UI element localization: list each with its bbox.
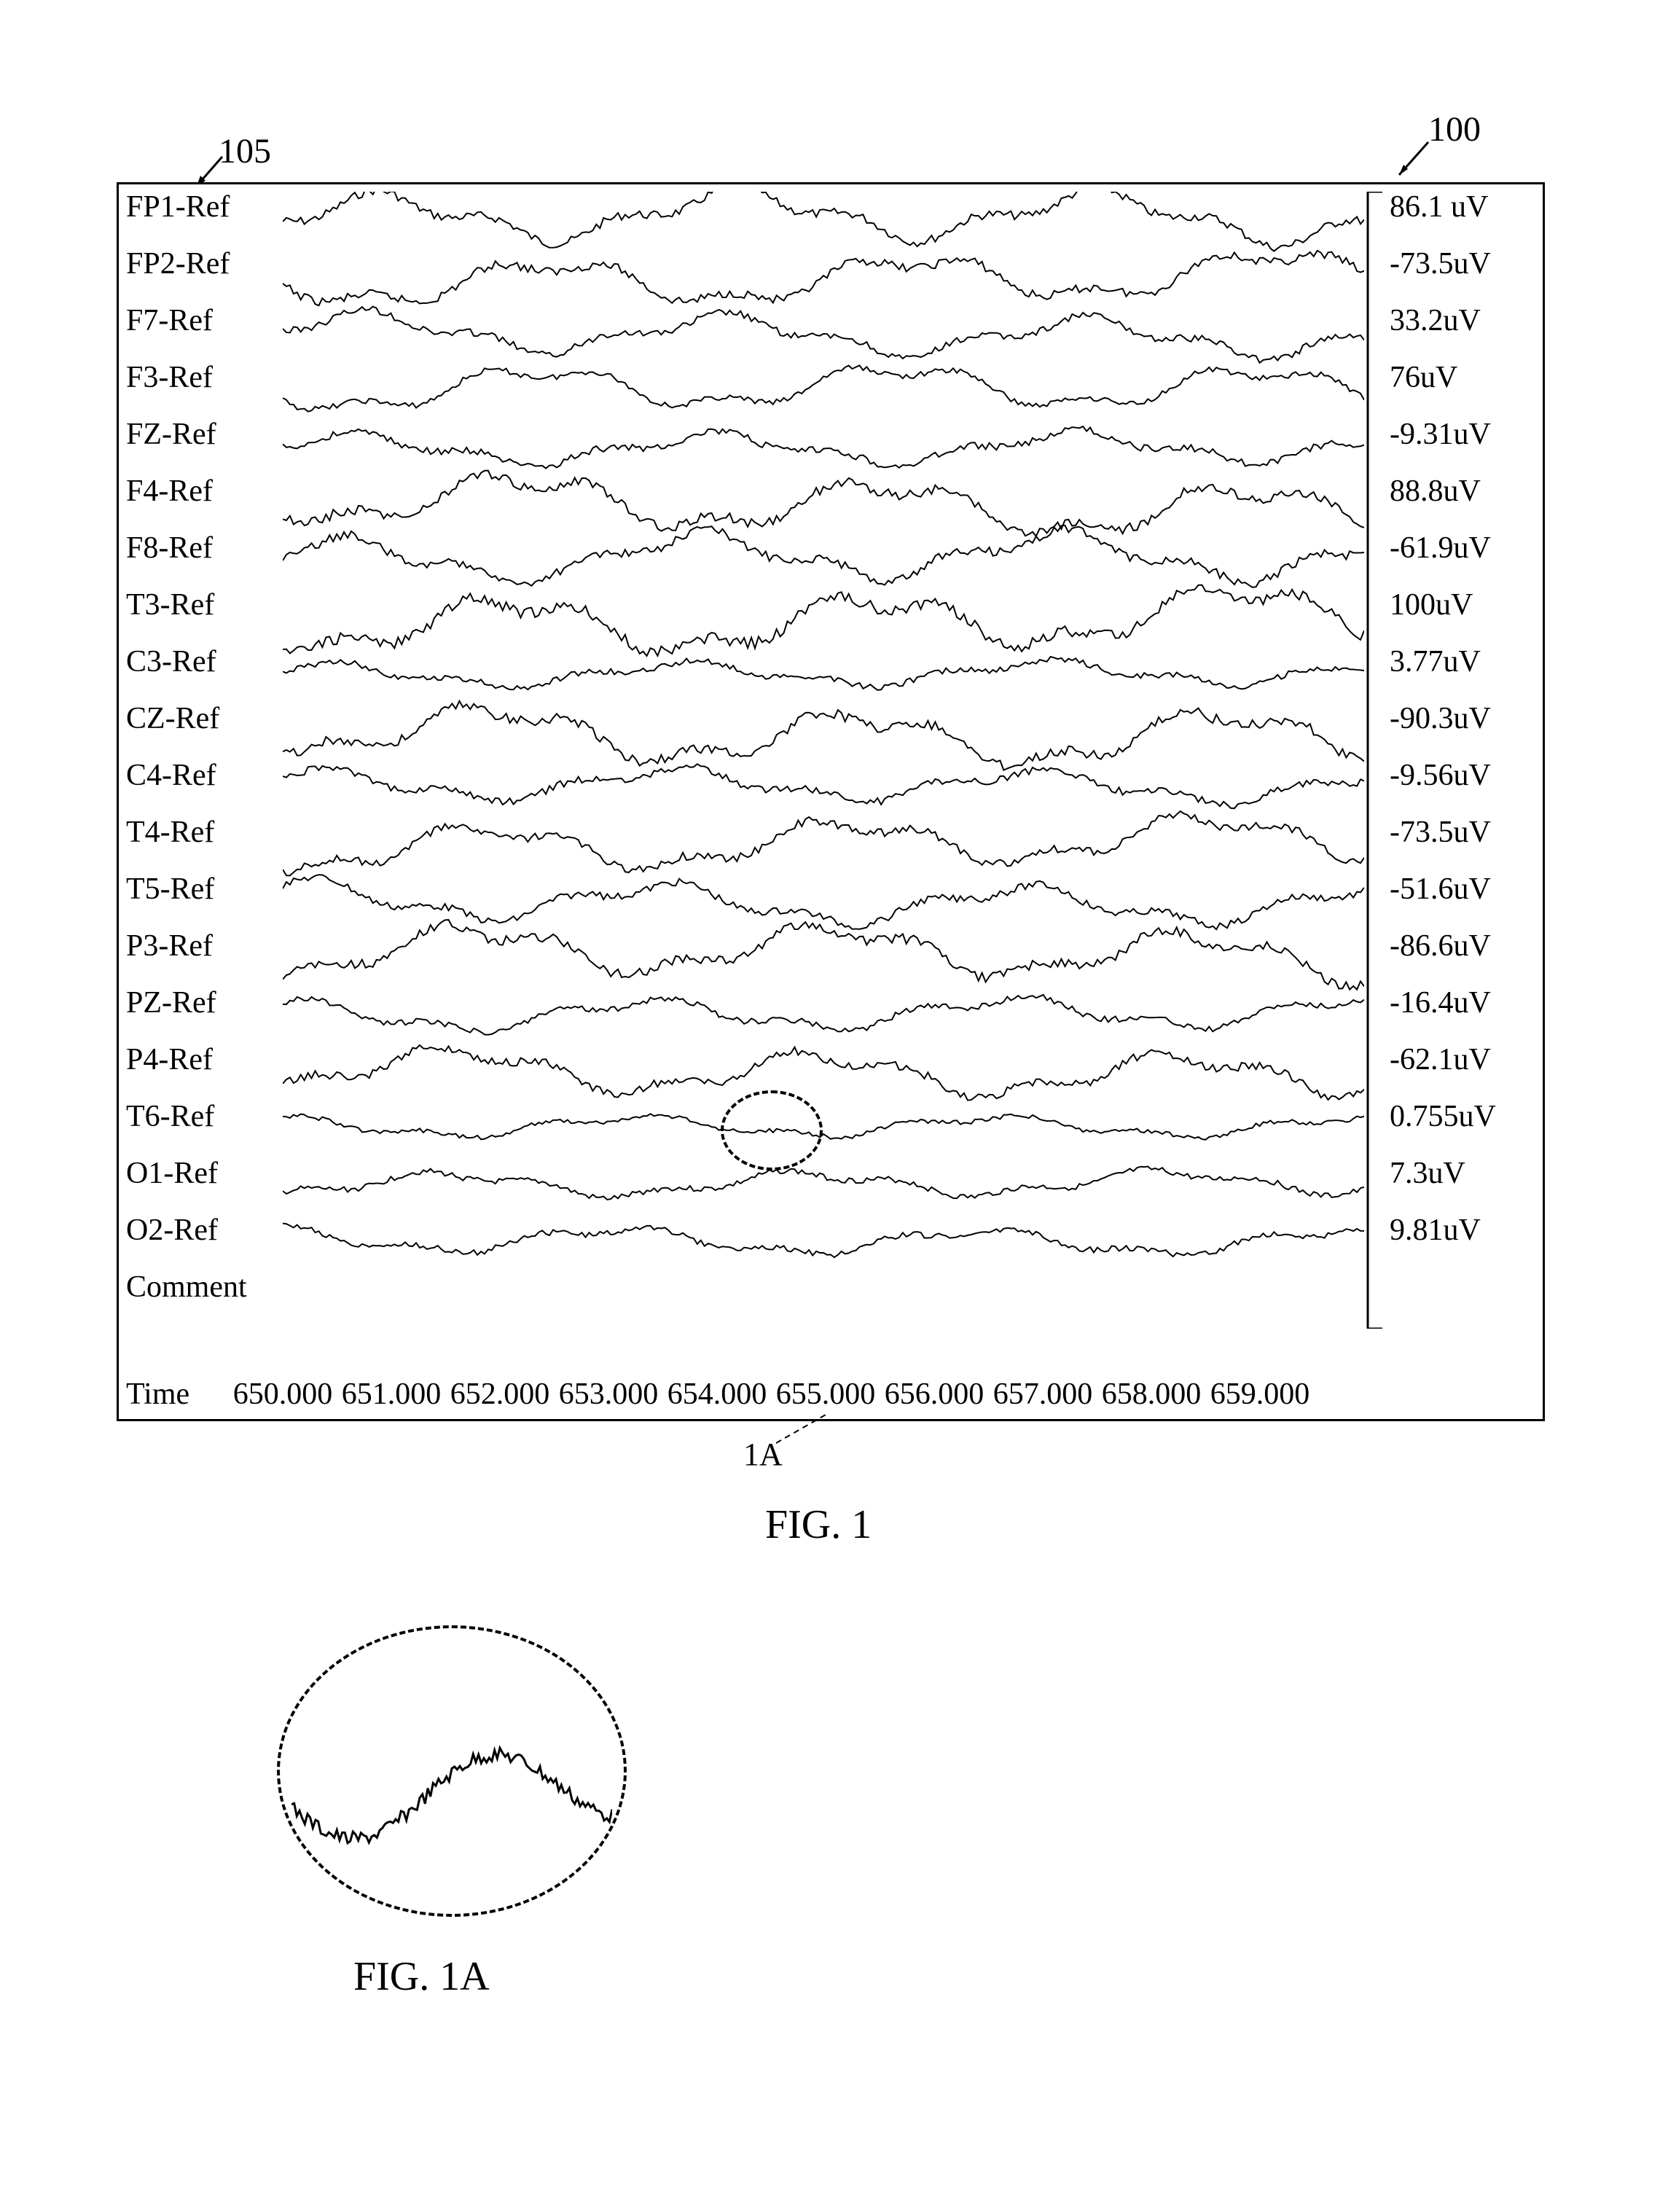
time-tick-label: 659.000 [1210, 1377, 1310, 1412]
channel-label: O2-Ref [126, 1215, 279, 1272]
channel-label: T4-Ref [126, 817, 279, 874]
time-tick-label: 655.000 [776, 1377, 876, 1412]
eeg-trace [283, 920, 1364, 990]
waveform-svg [283, 192, 1364, 1368]
arrow-icon [1392, 138, 1436, 182]
eeg-trace [283, 426, 1364, 468]
channel-label: F8-Ref [126, 533, 279, 590]
ref-number-100: 100 [1428, 109, 1481, 149]
eeg-trace [283, 701, 1364, 770]
channel-value: 3.77uV [1390, 646, 1535, 703]
channel-value: 9.81uV [1390, 1215, 1535, 1272]
patent-figure-page: 100 105 FP1-RefFP2-RefF7-RefF3-RefFZ-Ref… [0, 0, 1660, 2212]
eeg-trace [283, 365, 1364, 411]
channel-label: T3-Ref [126, 590, 279, 646]
channel-label: C3-Ref [126, 646, 279, 703]
channel-value: -73.5uV [1390, 817, 1535, 874]
channel-label: T6-Ref [126, 1101, 279, 1158]
channel-value: 100uV [1390, 590, 1535, 646]
channel-label: CZ-Ref [126, 703, 279, 760]
channel-value: -90.3uV [1390, 703, 1535, 760]
channel-value: -9.31uV [1390, 419, 1535, 476]
time-tick-label: 658.000 [1102, 1377, 1202, 1412]
channel-label: C4-Ref [126, 760, 279, 817]
channel-label-column: FP1-RefFP2-RefF7-RefF3-RefFZ-RefF4-RefF8… [126, 192, 279, 1329]
eeg-trace [283, 657, 1364, 690]
time-tick-label: 654.000 [667, 1377, 767, 1412]
channel-label: P3-Ref [126, 931, 279, 988]
channel-value: 0.755uV [1390, 1101, 1535, 1158]
channel-value: 86.1 uV [1390, 192, 1535, 249]
time-tick-label: 651.000 [342, 1377, 442, 1412]
channel-label: F3-Ref [126, 362, 279, 419]
time-tick-label: 657.000 [993, 1377, 1093, 1412]
eeg-trace [283, 995, 1364, 1035]
channel-value: -51.6uV [1390, 874, 1535, 931]
time-tick-label: 652.000 [450, 1377, 550, 1412]
channel-label: FP2-Ref [126, 249, 279, 305]
channel-label: PZ-Ref [126, 988, 279, 1044]
channel-value: 88.8uV [1390, 476, 1535, 533]
eeg-trace [283, 525, 1364, 587]
value-label-column: 86.1 uV-73.5uV33.2uV76uV-9.31uV88.8uV-61… [1390, 192, 1535, 1272]
channel-label: F7-Ref [126, 305, 279, 362]
figure-caption-detail: FIG. 1A [353, 1953, 490, 2000]
eeg-trace [283, 1224, 1364, 1258]
channel-value: 76uV [1390, 362, 1535, 419]
eeg-trace [283, 471, 1364, 536]
eeg-trace [283, 1045, 1364, 1101]
detail-callout-circle [721, 1090, 823, 1171]
channel-value: -9.56uV [1390, 760, 1535, 817]
leader-line-icon [776, 1410, 834, 1447]
time-tick-label: 656.000 [885, 1377, 984, 1412]
waveform-plot-area [283, 192, 1364, 1368]
channel-value: -61.9uV [1390, 533, 1535, 590]
channel-value: -62.1uV [1390, 1044, 1535, 1101]
figure-caption-main: FIG. 1 [765, 1501, 872, 1548]
time-axis-row: Time 650.000 651.000652.000 653.000654.000… [119, 1375, 1543, 1412]
comment-label: Comment [126, 1272, 279, 1329]
eeg-trace [283, 585, 1364, 656]
channel-label: O1-Ref [126, 1158, 279, 1215]
channel-label: FZ-Ref [126, 419, 279, 476]
channel-value: -86.6uV [1390, 931, 1535, 988]
channel-label: P4-Ref [126, 1044, 279, 1101]
time-tick-label: 650.000 [233, 1377, 333, 1412]
eeg-trace [283, 764, 1364, 808]
value-bracket-icon [1364, 192, 1386, 1329]
eeg-trace [283, 307, 1364, 363]
eeg-trace [283, 1114, 1364, 1139]
eeg-trace [283, 875, 1364, 929]
eeg-trace [283, 192, 1364, 251]
eeg-trace [283, 251, 1364, 305]
channel-label: T5-Ref [126, 874, 279, 931]
eeg-trace [283, 811, 1364, 875]
channel-value: 7.3uV [1390, 1158, 1535, 1215]
channel-value: -16.4uV [1390, 988, 1535, 1044]
channel-label: F4-Ref [126, 476, 279, 533]
channel-label: FP1-Ref [126, 192, 279, 249]
eeg-trace [283, 1167, 1364, 1200]
detail-waveform [291, 1720, 612, 1866]
eeg-chart-frame: FP1-RefFP2-RefF7-RefF3-RefFZ-RefF4-RefF8… [117, 182, 1545, 1421]
channel-value: 33.2uV [1390, 305, 1535, 362]
channel-value: -73.5uV [1390, 249, 1535, 305]
time-tick-label: 653.000 [559, 1377, 659, 1412]
time-axis-label: Time [126, 1377, 189, 1412]
